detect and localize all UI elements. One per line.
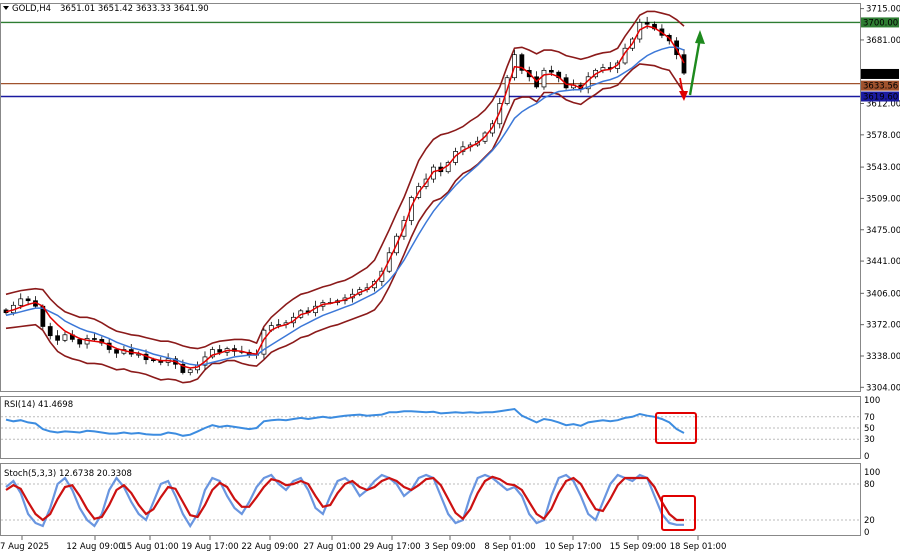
stoch-highlight-box bbox=[661, 495, 696, 531]
rsi-series bbox=[5, 407, 685, 437]
time-tick-label: 19 Aug 17:00 bbox=[181, 542, 238, 552]
time-tick-label: 29 Aug 17:00 bbox=[363, 542, 420, 552]
time-tick-label: 22 Aug 09:00 bbox=[241, 542, 298, 552]
price-tag-resistance bbox=[861, 17, 899, 28]
bollinger-upper-line bbox=[5, 10, 685, 350]
candle-body bbox=[276, 324, 282, 327]
candle-body bbox=[408, 197, 414, 221]
time-tick-label: 8 Sep 01:00 bbox=[484, 542, 535, 552]
ma-fast-line bbox=[5, 25, 685, 369]
rsi-tick-label: 30 bbox=[864, 435, 875, 445]
stoch-series bbox=[5, 473, 684, 529]
time-tick-label: 15 Sep 09:00 bbox=[610, 542, 667, 552]
time-tick-label: 3 Sep 09:00 bbox=[424, 542, 475, 552]
up-arrow-shaft bbox=[688, 37, 702, 96]
time-tick-label: 12 Aug 09:00 bbox=[66, 542, 123, 552]
candle-body bbox=[47, 326, 53, 337]
candle-body bbox=[25, 298, 31, 302]
horizontal-levels bbox=[1, 21, 860, 98]
candle-body bbox=[114, 349, 119, 354]
price-tick-label: 3441.00 bbox=[866, 257, 900, 267]
time-tick-label: 27 Aug 01:00 bbox=[303, 542, 360, 552]
rsi-panel bbox=[0, 396, 861, 459]
candle-body bbox=[386, 252, 392, 272]
candle-body bbox=[519, 54, 525, 71]
candle-body bbox=[541, 69, 547, 88]
price-tick-label: 3372.00 bbox=[866, 321, 900, 331]
symbol-label: GOLD,H4 bbox=[12, 4, 51, 14]
price-tick-label: 3715.00 bbox=[866, 5, 900, 15]
stoch-tick-label: 0 bbox=[864, 528, 869, 538]
rsi-highlight-box bbox=[655, 412, 697, 444]
stoch-tick-label: 80 bbox=[864, 480, 875, 490]
candle-body bbox=[209, 349, 215, 358]
stoch-label: Stoch(5,3,3) 12.6738 20.3308 bbox=[4, 469, 132, 479]
candle-body bbox=[187, 369, 193, 373]
candle-body bbox=[644, 22, 650, 25]
candle-body bbox=[431, 166, 436, 180]
rsi-line bbox=[5, 407, 685, 437]
price-tag-label-support: 3619.60 bbox=[863, 93, 898, 103]
bollinger-lower-line bbox=[5, 63, 685, 384]
time-tick-label: 10 Sep 17:00 bbox=[545, 542, 602, 552]
price-tick-label: 3509.00 bbox=[866, 194, 900, 204]
rsi-tick-label: 100 bbox=[864, 396, 880, 406]
rsi-tick-label: 50 bbox=[864, 424, 875, 434]
candle-body bbox=[77, 339, 83, 345]
time-tick-label: 18 Sep 01:00 bbox=[670, 542, 727, 552]
candle-body bbox=[548, 69, 554, 73]
candle-body bbox=[18, 298, 24, 306]
price-tick-label: 3475.00 bbox=[866, 226, 900, 236]
down-arrow-icon bbox=[679, 91, 688, 101]
price-panel bbox=[0, 3, 861, 392]
price-tag-current bbox=[861, 68, 899, 79]
rsi-tick-label: 70 bbox=[864, 413, 875, 423]
candle-body bbox=[55, 335, 60, 341]
candle-body bbox=[497, 103, 503, 125]
price-tick-label: 3304.00 bbox=[866, 383, 900, 393]
price-tick-label: 3543.00 bbox=[866, 163, 900, 173]
moving-averages bbox=[5, 25, 685, 369]
price-tag-label-level: 3633.56 bbox=[863, 82, 898, 92]
price-tag-level bbox=[861, 80, 899, 91]
candle-body bbox=[681, 54, 687, 74]
dropdown-triangle-icon[interactable] bbox=[3, 6, 9, 10]
bollinger-bands bbox=[5, 10, 685, 384]
price-tag-support bbox=[861, 91, 899, 102]
candle-body bbox=[151, 359, 156, 362]
forecast-arrows bbox=[679, 30, 705, 101]
price-tag-label-resistance: 3700.00 bbox=[863, 18, 898, 28]
price-tick-label: 3681.00 bbox=[866, 36, 900, 46]
time-tick-label: 15 Aug 01:00 bbox=[121, 542, 178, 552]
price-tick-label: 3612.00 bbox=[866, 100, 900, 110]
stoch-panel bbox=[0, 463, 861, 536]
price-tick-label: 3406.00 bbox=[866, 289, 900, 299]
chart-header: GOLD,H4 3651.01 3651.42 3633.33 3641.90 bbox=[3, 4, 209, 14]
ma-slow-line bbox=[5, 46, 685, 366]
price-tick-label: 3578.00 bbox=[866, 131, 900, 141]
time-tick-label: 7 Aug 2025 bbox=[0, 542, 49, 552]
rsi-label: RSI(14) 41.4698 bbox=[4, 400, 73, 410]
price-tick-label: 3338.00 bbox=[866, 352, 900, 362]
rsi-tick-label: 0 bbox=[864, 452, 869, 462]
ohlc-label: 3651.01 3651.42 3633.33 3641.90 bbox=[60, 4, 209, 14]
candle-body bbox=[92, 338, 97, 340]
price-axis: 3715.00 3681.00 3612.00 3578.00 3543.00 3509.… bbox=[860, 5, 900, 393]
stoch-tick-label: 20 bbox=[864, 516, 875, 526]
price-tag-label-current: 3641.90 bbox=[863, 70, 898, 80]
stoch-tick-label: 100 bbox=[864, 468, 880, 478]
candle-body bbox=[62, 334, 68, 341]
candle-body bbox=[180, 363, 186, 373]
up-arrow-icon bbox=[695, 30, 705, 44]
stoch-signal-line bbox=[5, 475, 684, 522]
candle-body bbox=[217, 349, 223, 353]
